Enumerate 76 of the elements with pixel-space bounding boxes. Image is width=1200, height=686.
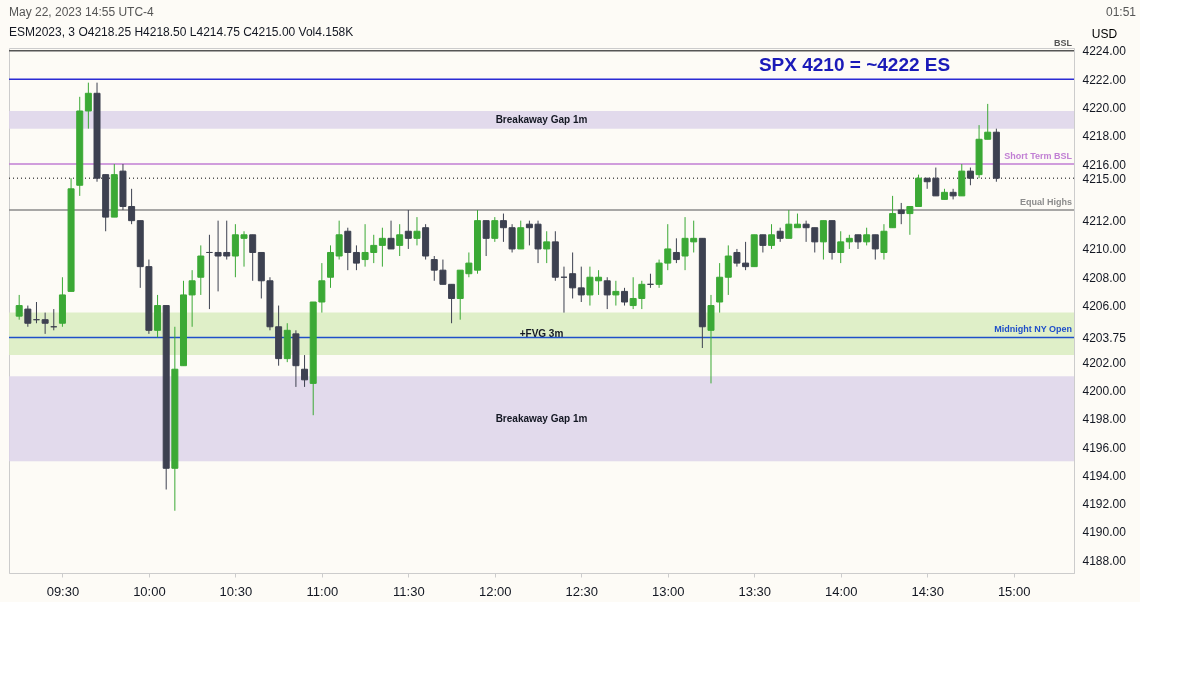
band-label: Breakaway Gap 1m — [495, 412, 588, 424]
y-tick-label: 4224.00 — [1082, 44, 1127, 59]
y-tick-label: 4196.00 — [1082, 440, 1127, 455]
y-tick-label: 4208.00 — [1082, 270, 1127, 285]
y-tick-label: 4210.00 — [1082, 242, 1127, 257]
candlestick — [378, 227, 386, 268]
ref-line-label: Midnight NY Open — [994, 324, 1072, 335]
x-tick-label: 10:30 — [219, 583, 253, 599]
candlestick — [949, 188, 957, 200]
x-tick-label: 13:00 — [651, 583, 685, 599]
candlestick — [24, 305, 32, 328]
candlestick — [15, 294, 23, 321]
candlestick — [387, 220, 395, 250]
y-axis-title: USD — [1091, 26, 1118, 41]
x-tick-label: 12:00 — [479, 583, 512, 599]
candlestick — [577, 266, 585, 303]
candlestick — [768, 223, 776, 250]
y-tick-label: 4220.00 — [1082, 100, 1127, 115]
candlestick — [612, 280, 620, 307]
x-tick-label: 09:30 — [46, 583, 80, 599]
text: 01:51 — [1105, 5, 1137, 19]
band-label: +FVG 3m — [519, 327, 564, 339]
x-tick-label: 14:00 — [824, 583, 858, 599]
ref-line-label: Short Term BSL — [1004, 151, 1073, 162]
candlestick — [880, 223, 888, 261]
candlestick — [724, 244, 732, 296]
chart-title: ESM2023, 3 O4218.25 H4218.50 L4214.75 C4215.00 Vol4.158K — [9, 25, 354, 39]
candlestick — [344, 227, 352, 271]
x-tick-label: 13:30 — [738, 583, 771, 599]
candlestick — [785, 209, 793, 239]
x-tick-label: 11:00 — [306, 583, 339, 599]
x-tick-label: 10:00 — [133, 583, 166, 599]
candlestick — [352, 244, 360, 271]
y-tick-label: 4200.00 — [1082, 383, 1127, 398]
y-tick-label: 4194.00 — [1082, 468, 1127, 483]
candlestick — [871, 234, 879, 261]
candlestick — [491, 216, 499, 243]
y-tick-label: 4190.00 — [1082, 525, 1127, 540]
y-tick-label: 4215.00 — [1082, 171, 1127, 186]
x-tick-label: 15:00 — [997, 583, 1031, 599]
candlestick — [517, 220, 525, 250]
x-tick-label: 11:30 — [393, 583, 425, 599]
candlestick — [413, 216, 421, 246]
text: May 22, 2023 14:55 UTC-4 — [9, 5, 155, 19]
candlestick — [301, 354, 309, 388]
y-tick-label: 4203.75 — [1082, 330, 1127, 345]
candlestick — [672, 237, 680, 264]
ref-line-label: Equal Highs — [1019, 197, 1072, 208]
y-tick-label: 4218.00 — [1082, 129, 1127, 144]
y-tick-label: 4202.00 — [1082, 355, 1127, 370]
candlestick — [482, 220, 490, 257]
candlestick — [41, 312, 49, 335]
y-tick-label: 4192.00 — [1082, 497, 1127, 512]
candlestick — [837, 230, 845, 264]
candlestick — [84, 82, 92, 130]
y-tick-label: 4216.00 — [1082, 157, 1127, 172]
candlestick — [603, 276, 611, 310]
candlestick — [897, 202, 905, 225]
candlestick — [396, 223, 404, 257]
y-tick-label: 4188.00 — [1082, 553, 1127, 568]
candlestick — [819, 220, 827, 261]
y-tick-label: 4198.00 — [1082, 412, 1127, 427]
ref-line-label: BSL — [1054, 37, 1073, 48]
x-tick-label: 12:30 — [565, 583, 599, 599]
y-tick-label: 4222.00 — [1082, 72, 1127, 87]
x-tick-label: 14:30 — [911, 583, 944, 599]
candlestick — [197, 244, 205, 296]
candlestick — [569, 251, 577, 299]
band-label: Breakaway Gap 1m — [495, 113, 588, 125]
y-tick-label: 4212.00 — [1082, 214, 1127, 229]
candlestick — [543, 230, 551, 264]
candlestick — [249, 234, 257, 282]
candlestick — [889, 195, 897, 229]
annotation: SPX 4210 = ~4222 ES — [758, 54, 951, 76]
y-tick-label: 4206.00 — [1082, 299, 1127, 314]
candlestick — [404, 209, 412, 250]
